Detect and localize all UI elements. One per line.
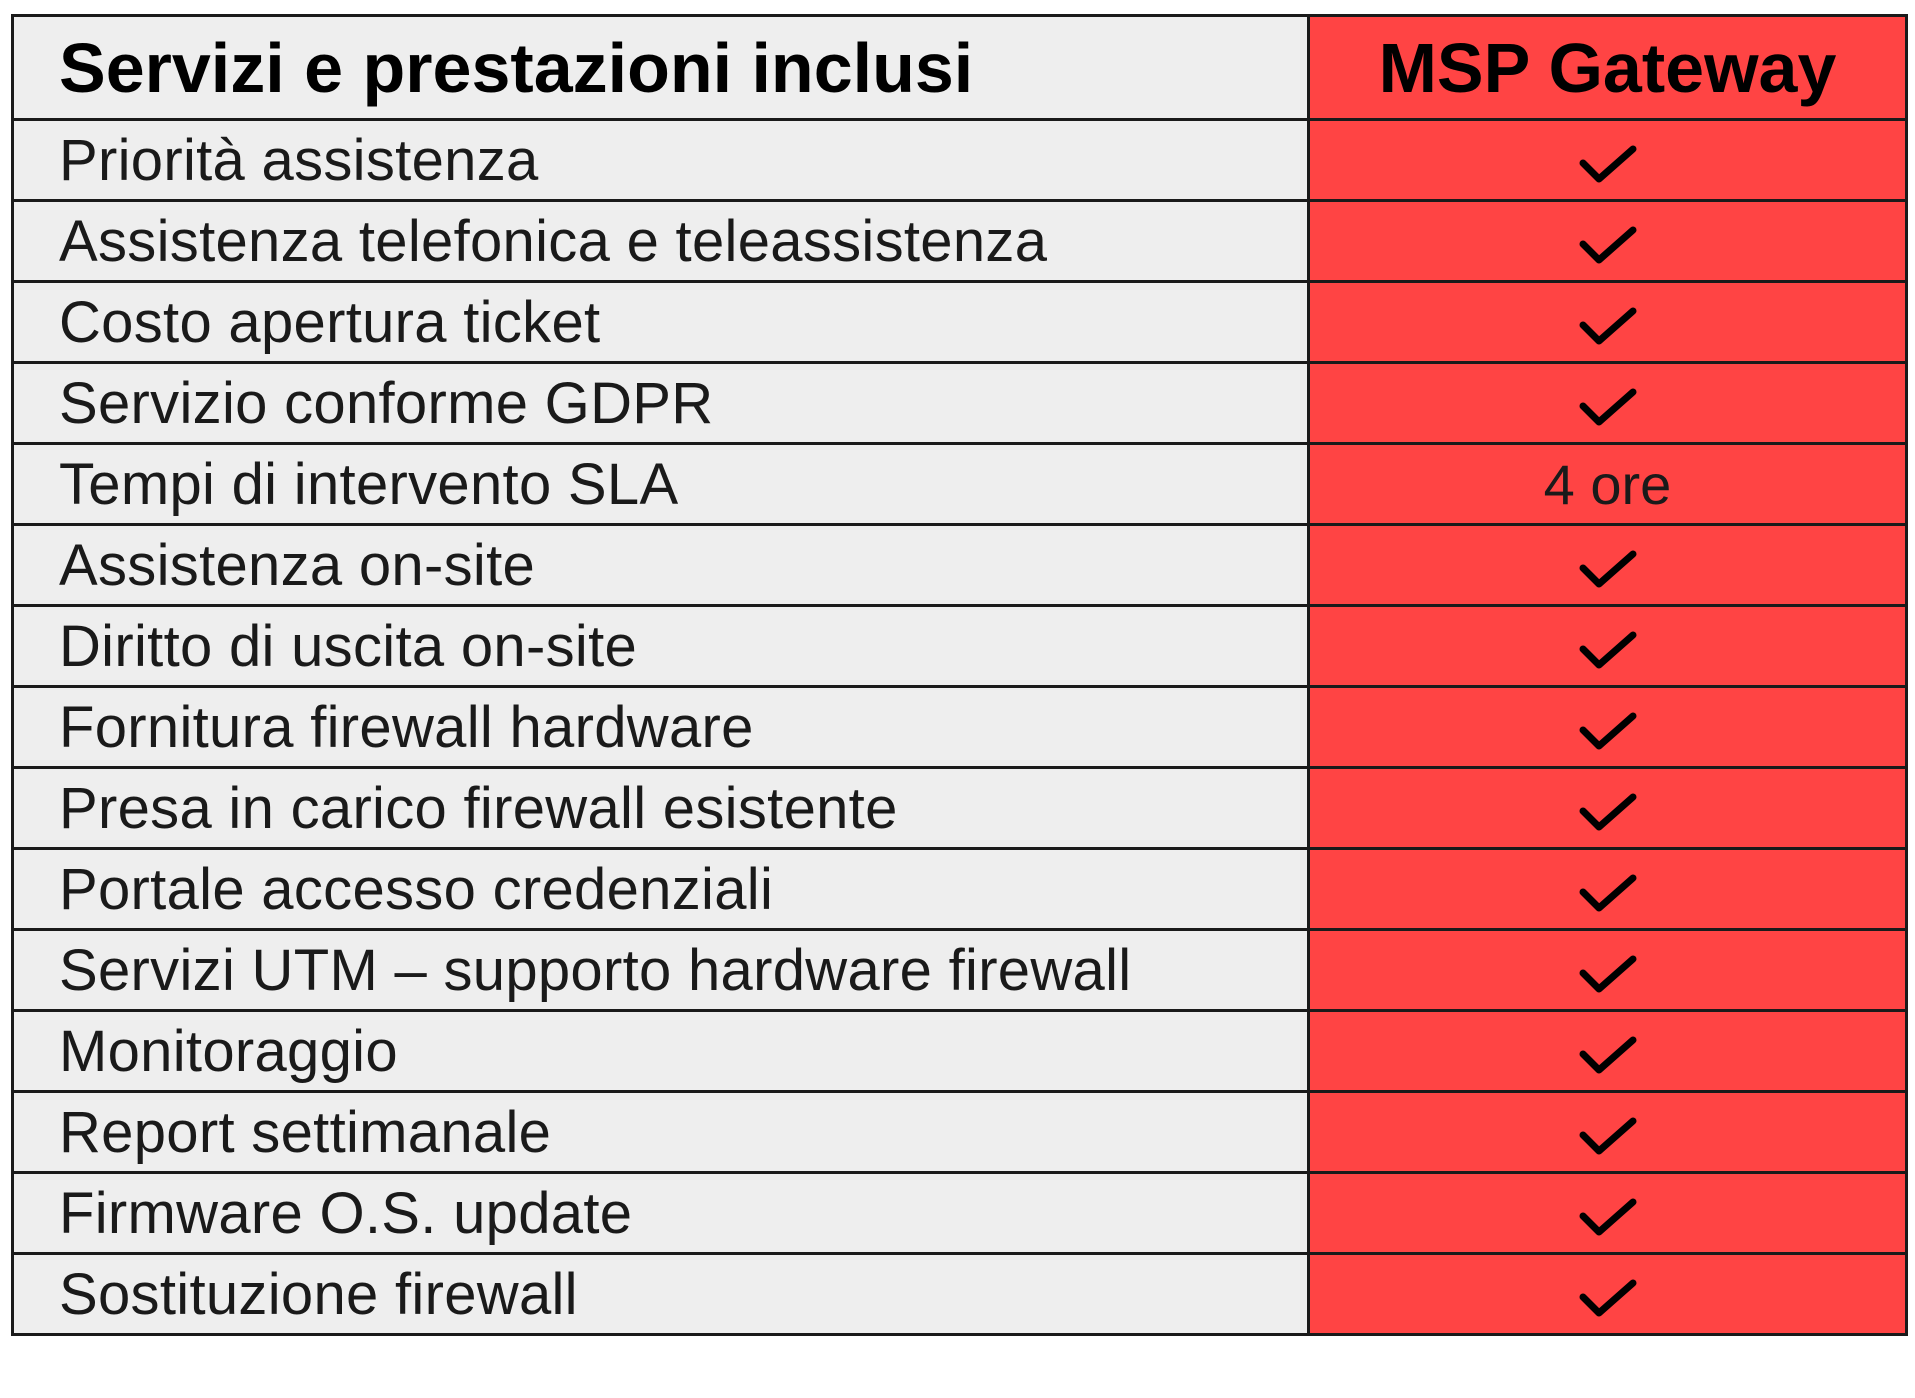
plan-value-cell <box>1307 1171 1908 1255</box>
table-header-row: Servizi e prestazioni inclusi MSP Gatewa… <box>11 14 1908 121</box>
table-body: Servizi e prestazioni inclusi MSP Gatewa… <box>11 14 1908 1336</box>
table-row: Assistenza telefonica e teleassistenza <box>11 199 1908 283</box>
table-row: Diritto di uscita on-site <box>11 604 1908 688</box>
service-name-cell: Priorità assistenza <box>11 118 1310 202</box>
table-row: Presa in carico firewall esistente <box>11 766 1908 850</box>
service-name-cell: Servizio conforme GDPR <box>11 361 1310 445</box>
table-row: Servizio conforme GDPR <box>11 361 1908 445</box>
plan-value-cell <box>1307 199 1908 283</box>
table-row: Fornitura firewall hardware <box>11 685 1908 769</box>
table-row: Priorità assistenza <box>11 118 1908 202</box>
service-name-cell: Firmware O.S. update <box>11 1171 1310 1255</box>
check-icon <box>1579 1036 1637 1076</box>
service-name-cell: Portale accesso credenziali <box>11 847 1310 931</box>
service-name-cell: Tempi di intervento SLA <box>11 442 1310 526</box>
service-name-cell: Fornitura firewall hardware <box>11 685 1310 769</box>
plan-value-cell <box>1307 1009 1908 1093</box>
check-icon <box>1579 226 1637 266</box>
plan-value-cell <box>1307 523 1908 607</box>
plan-value-cell <box>1307 685 1908 769</box>
table-row: Servizi UTM – supporto hardware firewall <box>11 928 1908 1012</box>
plan-value-cell <box>1307 766 1908 850</box>
plan-value-cell <box>1307 1252 1908 1336</box>
service-name-cell: Report settimanale <box>11 1090 1310 1174</box>
services-column-header: Servizi e prestazioni inclusi <box>11 14 1310 121</box>
plan-value-cell <box>1307 847 1908 931</box>
table-row: Firmware O.S. update <box>11 1171 1908 1255</box>
check-icon <box>1579 388 1637 428</box>
plan-value-cell <box>1307 361 1908 445</box>
check-icon <box>1579 1117 1637 1157</box>
check-icon <box>1579 631 1637 671</box>
check-icon <box>1579 307 1637 347</box>
table-row: Report settimanale <box>11 1090 1908 1174</box>
check-icon <box>1579 874 1637 914</box>
check-icon <box>1579 955 1637 995</box>
plan-value-cell <box>1307 1090 1908 1174</box>
service-name-cell: Costo apertura ticket <box>11 280 1310 364</box>
table-row: Costo apertura ticket <box>11 280 1908 364</box>
plan-value-cell <box>1307 604 1908 688</box>
plan-value-cell <box>1307 928 1908 1012</box>
plan-value-cell <box>1307 118 1908 202</box>
service-name-cell: Servizi UTM – supporto hardware firewall <box>11 928 1310 1012</box>
table-row: Portale accesso credenziali <box>11 847 1908 931</box>
table-row: Monitoraggio <box>11 1009 1908 1093</box>
table-row: Tempi di intervento SLA 4 ore <box>11 442 1908 526</box>
plan-value-text: 4 ore <box>1543 452 1672 516</box>
service-name-cell: Assistenza on-site <box>11 523 1310 607</box>
service-name-cell: Monitoraggio <box>11 1009 1310 1093</box>
service-name-cell: Assistenza telefonica e teleassistenza <box>11 199 1310 283</box>
service-name-cell: Sostituzione firewall <box>11 1252 1310 1336</box>
services-comparison-table: Servizi e prestazioni inclusi MSP Gatewa… <box>11 14 1908 1336</box>
check-icon <box>1579 1198 1637 1238</box>
check-icon <box>1579 550 1637 590</box>
plan-column-header: MSP Gateway <box>1307 14 1908 121</box>
check-icon <box>1579 145 1637 185</box>
check-icon <box>1579 1279 1637 1319</box>
plan-value-cell <box>1307 280 1908 364</box>
service-name-cell: Presa in carico firewall esistente <box>11 766 1310 850</box>
check-icon <box>1579 793 1637 833</box>
service-name-cell: Diritto di uscita on-site <box>11 604 1310 688</box>
table-row: Sostituzione firewall <box>11 1252 1908 1336</box>
table-row: Assistenza on-site <box>11 523 1908 607</box>
check-icon <box>1579 712 1637 752</box>
plan-value-cell: 4 ore <box>1307 442 1908 526</box>
